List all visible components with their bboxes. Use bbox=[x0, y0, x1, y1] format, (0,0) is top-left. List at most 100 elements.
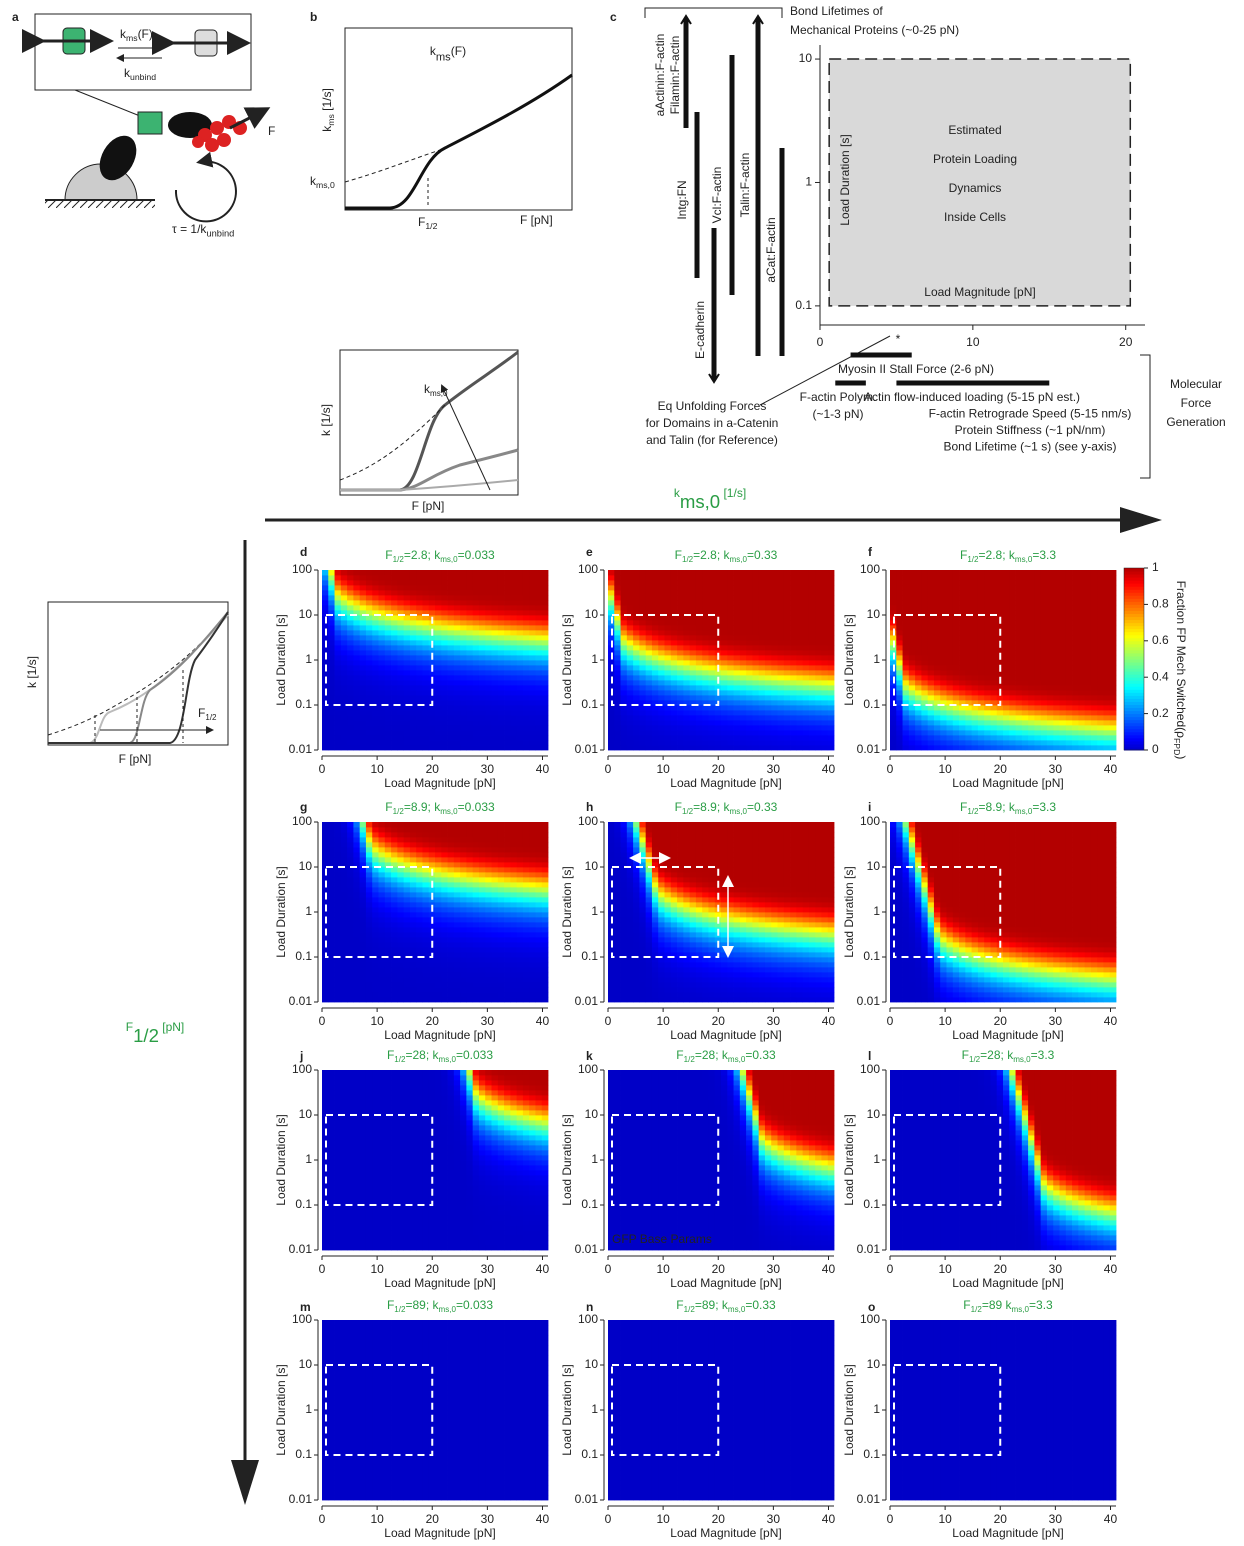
heatmap-cell bbox=[473, 982, 480, 987]
heatmap-cell bbox=[360, 595, 367, 600]
heatmap-cell bbox=[360, 690, 367, 695]
heatmap-cell bbox=[928, 605, 935, 610]
heatmap-cell bbox=[997, 610, 1004, 615]
heatmap-cell bbox=[740, 590, 747, 595]
heatmap-cell bbox=[771, 580, 778, 585]
heatmap-cell bbox=[416, 590, 423, 595]
heatmap-cell bbox=[984, 570, 991, 575]
heatmap-cell bbox=[784, 605, 791, 610]
heatmap-cell bbox=[677, 625, 684, 630]
heatmap-cell bbox=[1047, 650, 1054, 655]
heatmap-cell bbox=[665, 735, 672, 740]
heatmap-cell bbox=[746, 680, 753, 685]
heatmap-cell bbox=[1003, 605, 1010, 610]
axis-title: kms,0 [1/s] bbox=[674, 486, 746, 512]
heatmap-cell bbox=[435, 967, 442, 972]
heatmap-cell bbox=[466, 832, 473, 837]
heatmap-cell bbox=[721, 645, 728, 650]
heatmap-cell bbox=[410, 670, 417, 675]
heatmap-cell bbox=[422, 630, 429, 635]
heatmap-cell bbox=[429, 635, 436, 640]
panel-title-part: ms,0 bbox=[730, 555, 748, 564]
heatmap-cell bbox=[796, 580, 803, 585]
heatmap-cell bbox=[1034, 645, 1041, 650]
heatmap-cell bbox=[740, 645, 747, 650]
heatmap-cell bbox=[796, 585, 803, 590]
heatmap-cell bbox=[746, 695, 753, 700]
heatmap-cell bbox=[441, 605, 448, 610]
heatmap-cell bbox=[658, 620, 665, 625]
heatmap-cell bbox=[510, 665, 517, 670]
heatmap-cell bbox=[397, 917, 404, 922]
heatmap-cell bbox=[627, 620, 634, 625]
heatmap-cell bbox=[915, 640, 922, 645]
heatmap-cell bbox=[454, 857, 461, 862]
heatmap-cell bbox=[1041, 680, 1048, 685]
heatmap-cell bbox=[379, 852, 386, 857]
heatmap-cell bbox=[322, 982, 329, 987]
heatmap-cell bbox=[322, 847, 329, 852]
heatmap-cell bbox=[658, 690, 665, 695]
heatmap-cell bbox=[965, 630, 972, 635]
heatmap-cell bbox=[702, 645, 709, 650]
heatmap-cell bbox=[441, 745, 448, 750]
heatmap-cell bbox=[435, 907, 442, 912]
heatmap-cell bbox=[510, 735, 517, 740]
heatmap-cell bbox=[529, 645, 536, 650]
heatmap-cell bbox=[322, 595, 329, 600]
heatmap-cell bbox=[372, 595, 379, 600]
heatmap-cell bbox=[397, 650, 404, 655]
heatmap-cell bbox=[504, 655, 511, 660]
heatmap-cell bbox=[959, 665, 966, 670]
heatmap-cell bbox=[721, 725, 728, 730]
heatmap-cell bbox=[696, 740, 703, 745]
heatmap-cell bbox=[696, 710, 703, 715]
heatmap-cell bbox=[347, 730, 354, 735]
heatmap-cell bbox=[921, 720, 928, 725]
heatmap-cell bbox=[416, 740, 423, 745]
heatmap-cell bbox=[473, 967, 480, 972]
heatmap-cell bbox=[1022, 625, 1029, 630]
heatmap-cell bbox=[909, 650, 916, 655]
heatmap-cell bbox=[366, 887, 373, 892]
heatmap-cell bbox=[721, 650, 728, 655]
heatmap-cell bbox=[696, 625, 703, 630]
heatmap-cell bbox=[721, 615, 728, 620]
heatmap-cell bbox=[890, 695, 897, 700]
heatmap-cell bbox=[1041, 695, 1048, 700]
heatmap-cell bbox=[391, 972, 398, 977]
heatmap-cell bbox=[441, 822, 448, 827]
heatmap-cell bbox=[727, 680, 734, 685]
heatmap-cell bbox=[479, 705, 486, 710]
heatmap-cell bbox=[803, 595, 810, 600]
heatmap-cell bbox=[366, 837, 373, 842]
heatmap-cell bbox=[721, 690, 728, 695]
heatmap-cell bbox=[771, 705, 778, 710]
heatmap-cell bbox=[360, 882, 367, 887]
heatmap-cell bbox=[646, 660, 653, 665]
heatmap-cell bbox=[535, 705, 542, 710]
heatmap-cell bbox=[1110, 625, 1117, 630]
heatmap-cell bbox=[1097, 645, 1104, 650]
heatmap-cell bbox=[448, 857, 455, 862]
heatmap-cell bbox=[677, 580, 684, 585]
heatmap-cell bbox=[752, 680, 759, 685]
heatmap-cell bbox=[821, 635, 828, 640]
heatmap-cell bbox=[366, 575, 373, 580]
heatmap-cell bbox=[535, 615, 542, 620]
panel-title-part: ; bbox=[428, 548, 435, 562]
heatmap-cell bbox=[366, 902, 373, 907]
heatmap-cell bbox=[915, 590, 922, 595]
heatmap-cell bbox=[485, 680, 492, 685]
heatmap-cell bbox=[771, 690, 778, 695]
heatmap-cell bbox=[627, 605, 634, 610]
heatmap-cell bbox=[535, 730, 542, 735]
heatmap-cell bbox=[633, 600, 640, 605]
heatmap-cell bbox=[485, 605, 492, 610]
heatmap-cell bbox=[498, 595, 505, 600]
heatmap-cell bbox=[621, 690, 628, 695]
heatmap-cell bbox=[984, 625, 991, 630]
heatmap-cell bbox=[429, 660, 436, 665]
heatmap-cell bbox=[803, 730, 810, 735]
heatmap-cell bbox=[915, 745, 922, 750]
